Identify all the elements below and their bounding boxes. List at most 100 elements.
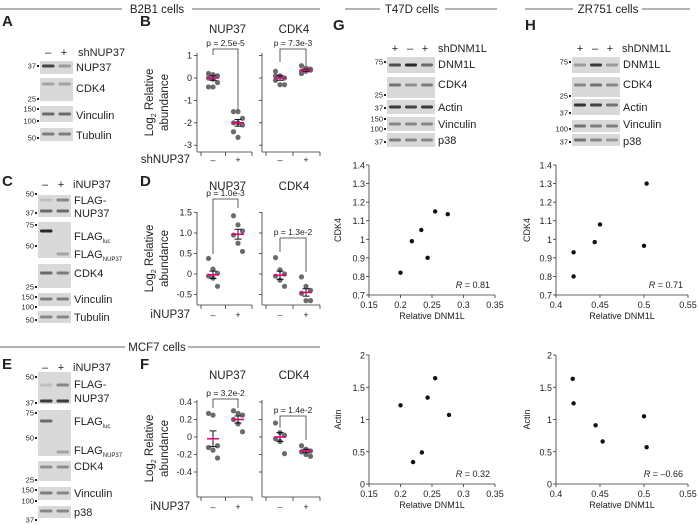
p-value: p = 1.4e-2: [274, 405, 313, 415]
lane-sign: –: [407, 43, 414, 55]
data-point: [644, 445, 649, 450]
x-axis-label: iNUP37: [150, 501, 190, 513]
protein-band: [590, 83, 602, 87]
protein-band: [40, 297, 53, 301]
mw-marker-tick: [35, 306, 37, 308]
label-text: Actin: [623, 102, 647, 114]
label-subscript: NUP37: [103, 453, 123, 459]
western-blots: – + shNUP37NUP3737CDK425Vinculin150100Tubu…: [21, 43, 670, 525]
mw-marker: 100: [21, 497, 34, 506]
mw-marker: 150: [21, 293, 34, 302]
subplot-nup37: NUP37 1 0 -1 -2 -3 – + p = 2.5e-5: [184, 24, 253, 165]
x-tick-label: 0.4: [550, 489, 563, 499]
data-point: [425, 395, 430, 400]
x-tick-label: 0.5: [638, 300, 651, 310]
blot-label-2: FLAGNUP37: [74, 249, 123, 263]
scatter-H1: 1.4 1.3 1.2 1.1 1 0.9 0.8 0.70.4 0.45 0.5 0.55 Rela…: [522, 161, 697, 322]
p-value: p = 3.2e-2: [206, 388, 245, 398]
data-point: [214, 79, 221, 86]
blot-label: FLAGluc: [74, 231, 110, 245]
lane-sign: +: [58, 179, 64, 191]
blot-label: DNM1L: [623, 59, 660, 71]
r-symbol: R: [456, 469, 463, 479]
x-axis-label: Relative DNM1L: [589, 311, 655, 321]
panel-letter: B: [140, 13, 151, 30]
blot-membrane: [38, 264, 71, 288]
data-point: [210, 447, 216, 453]
y-tick-label: 0.9: [539, 253, 552, 263]
panel-letter: E: [2, 356, 12, 373]
blot-label: Actin: [438, 102, 462, 114]
blot-label: FLAGluc: [74, 416, 110, 430]
y-label-rest: Relative: [144, 225, 156, 270]
protein-band: [421, 63, 433, 67]
y-tick-label: 2: [547, 351, 552, 361]
protein-band: [56, 465, 69, 469]
protein-band: [574, 83, 586, 87]
y-tick-label: 1.3: [352, 179, 365, 189]
lane-sign: +: [58, 362, 64, 374]
protein-band: [405, 138, 417, 142]
blot-label-2: FLAGNUP37: [74, 445, 123, 459]
r-value: = 0.32: [462, 469, 490, 479]
data-point: [644, 181, 649, 186]
mw-marker: 25: [26, 283, 34, 292]
label-text: DNM1L: [438, 59, 475, 71]
mw-marker-tick: [35, 402, 37, 404]
subplot-cdk4: CDK4 – + p = 7.3e-3: [259, 24, 321, 165]
protein-band: [58, 112, 71, 116]
r-value: = –0.66: [650, 469, 683, 479]
x-tick-label: 0.15: [360, 300, 378, 310]
data-point: [409, 238, 415, 244]
data-point: [432, 376, 438, 381]
mw-marker: 37: [26, 516, 34, 525]
dot-plot-F: Log2 Relative abundance iNUP37 NUP37 0.4 0.2 0…: [144, 370, 321, 513]
y-tick-label: -3: [184, 140, 192, 150]
data-point: [214, 283, 221, 289]
y-axis-label: Actin: [522, 409, 532, 429]
protein-band: [421, 83, 433, 87]
mw-marker-tick: [384, 107, 386, 109]
panel-letter: A: [2, 13, 13, 30]
mw-marker-tick: [35, 212, 37, 214]
x-tick-label: 0.45: [591, 489, 609, 499]
protein-band: [42, 82, 55, 86]
mw-marker-tick: [35, 286, 37, 288]
data-point: [214, 443, 221, 449]
protein-band: [590, 103, 602, 107]
y-tick-label: -0.4: [176, 467, 192, 477]
western-blot-C: – + iNUP37FLAG-NUP375037FLAGlucFLAGNUP3775…: [21, 179, 122, 325]
protein-band: [574, 63, 586, 67]
y-tick-label: 0: [187, 432, 192, 442]
data-point: [235, 410, 241, 416]
y-tick-label: 1.2: [539, 198, 552, 208]
panel-letter: F: [140, 356, 149, 373]
data-point: [446, 412, 452, 418]
protein-band: [421, 122, 433, 126]
mw-marker-tick: [37, 120, 39, 122]
blot-membrane: [38, 506, 71, 518]
subplot-title: CDK4: [279, 370, 310, 382]
blot-membrane: [38, 487, 71, 500]
data-point: [445, 212, 450, 217]
protein-band: [40, 209, 53, 213]
data-point: [239, 248, 246, 255]
mw-marker: 150: [370, 115, 383, 124]
mw-marker: 150: [23, 105, 36, 114]
scatter-plots: 1.41.31.21.110.90.80.70.15 0.2 0.25 0.3 0.35…: [333, 161, 697, 511]
blot-strip-cdk4: CDK4 25: [560, 77, 652, 101]
y-tick-label: 1.4: [539, 161, 552, 171]
blot-strip-cdk4: CDK4 25: [375, 77, 467, 100]
data-point: [205, 84, 212, 90]
x-tick-label: –: [210, 502, 215, 512]
blot-strip-cdk4: CDK4 25: [28, 78, 105, 104]
label-text: FLAG-: [74, 195, 107, 207]
data-point: [281, 283, 288, 289]
data-point: [235, 109, 241, 115]
protein-band: [606, 138, 618, 142]
blot-label: CDK4: [623, 79, 652, 91]
label-text: NUP37: [76, 62, 111, 74]
data-point: [298, 63, 305, 69]
correlation-label: R = 0.71: [649, 280, 683, 290]
